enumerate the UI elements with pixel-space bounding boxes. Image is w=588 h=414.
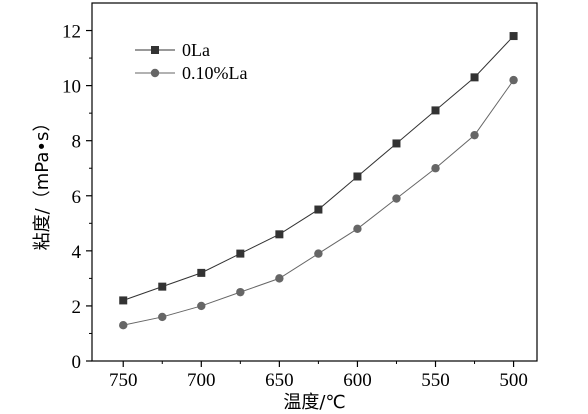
x-axis: 750 700 650 600 550 500 (109, 361, 528, 391)
data-point-square (119, 296, 128, 305)
y-tick-label: 0 (72, 352, 82, 373)
data-point-square (158, 282, 167, 291)
data-point-square (392, 139, 401, 148)
legend-marker-square (151, 46, 159, 54)
y-axis-title: 粘度/（mPa•s） (32, 114, 53, 251)
data-point-square (275, 230, 284, 239)
data-point-circle (314, 249, 323, 258)
y-axis: 0 2 4 6 8 10 12 (62, 22, 92, 373)
x-tick-label: 500 (499, 370, 528, 391)
legend-label: 0La (182, 40, 210, 60)
data-point-square (353, 172, 362, 181)
legend-item: 0La (135, 40, 210, 60)
legend-label: 0.10%La (182, 63, 247, 83)
y-tick-label: 6 (72, 187, 82, 208)
data-point-circle (275, 274, 284, 283)
data-point-circle (236, 287, 245, 297)
series-la-doped (119, 75, 518, 330)
data-point-circle (353, 224, 362, 234)
y-tick-label: 8 (72, 132, 82, 153)
y-tick-label: 12 (62, 22, 81, 43)
data-point-circle (158, 312, 167, 322)
legend-marker-circle (150, 68, 160, 78)
data-point-square (197, 268, 206, 277)
data-point-square (236, 249, 245, 258)
data-point-circle (392, 194, 401, 203)
data-point-circle (431, 164, 440, 173)
x-tick-label: 750 (109, 370, 138, 391)
x-axis-title: 温度/℃ (283, 392, 345, 413)
series-undoped (119, 32, 518, 305)
x-tick-label: 600 (343, 370, 372, 391)
data-point-square (314, 205, 323, 214)
legend: 0La 0.10%La (135, 40, 247, 83)
x-tick-label: 550 (421, 370, 450, 391)
x-tick-label: 700 (187, 370, 216, 391)
plot-frame (91, 2, 538, 362)
series-line (123, 79, 514, 326)
legend-item: 0.10%La (135, 63, 247, 83)
x-tick-label: 650 (265, 370, 294, 391)
data-point-circle (197, 301, 206, 311)
data-point-circle (470, 130, 479, 140)
data-point-circle (119, 321, 128, 330)
plot-area (91, 2, 538, 362)
data-point-square (470, 73, 479, 82)
data-point-square (431, 106, 440, 115)
data-point-square (509, 32, 518, 41)
y-tick-label: 2 (72, 297, 82, 318)
series-layer (119, 32, 518, 330)
y-tick-label: 10 (62, 77, 81, 98)
y-tick-label: 4 (72, 242, 82, 263)
data-point-circle (509, 75, 518, 85)
